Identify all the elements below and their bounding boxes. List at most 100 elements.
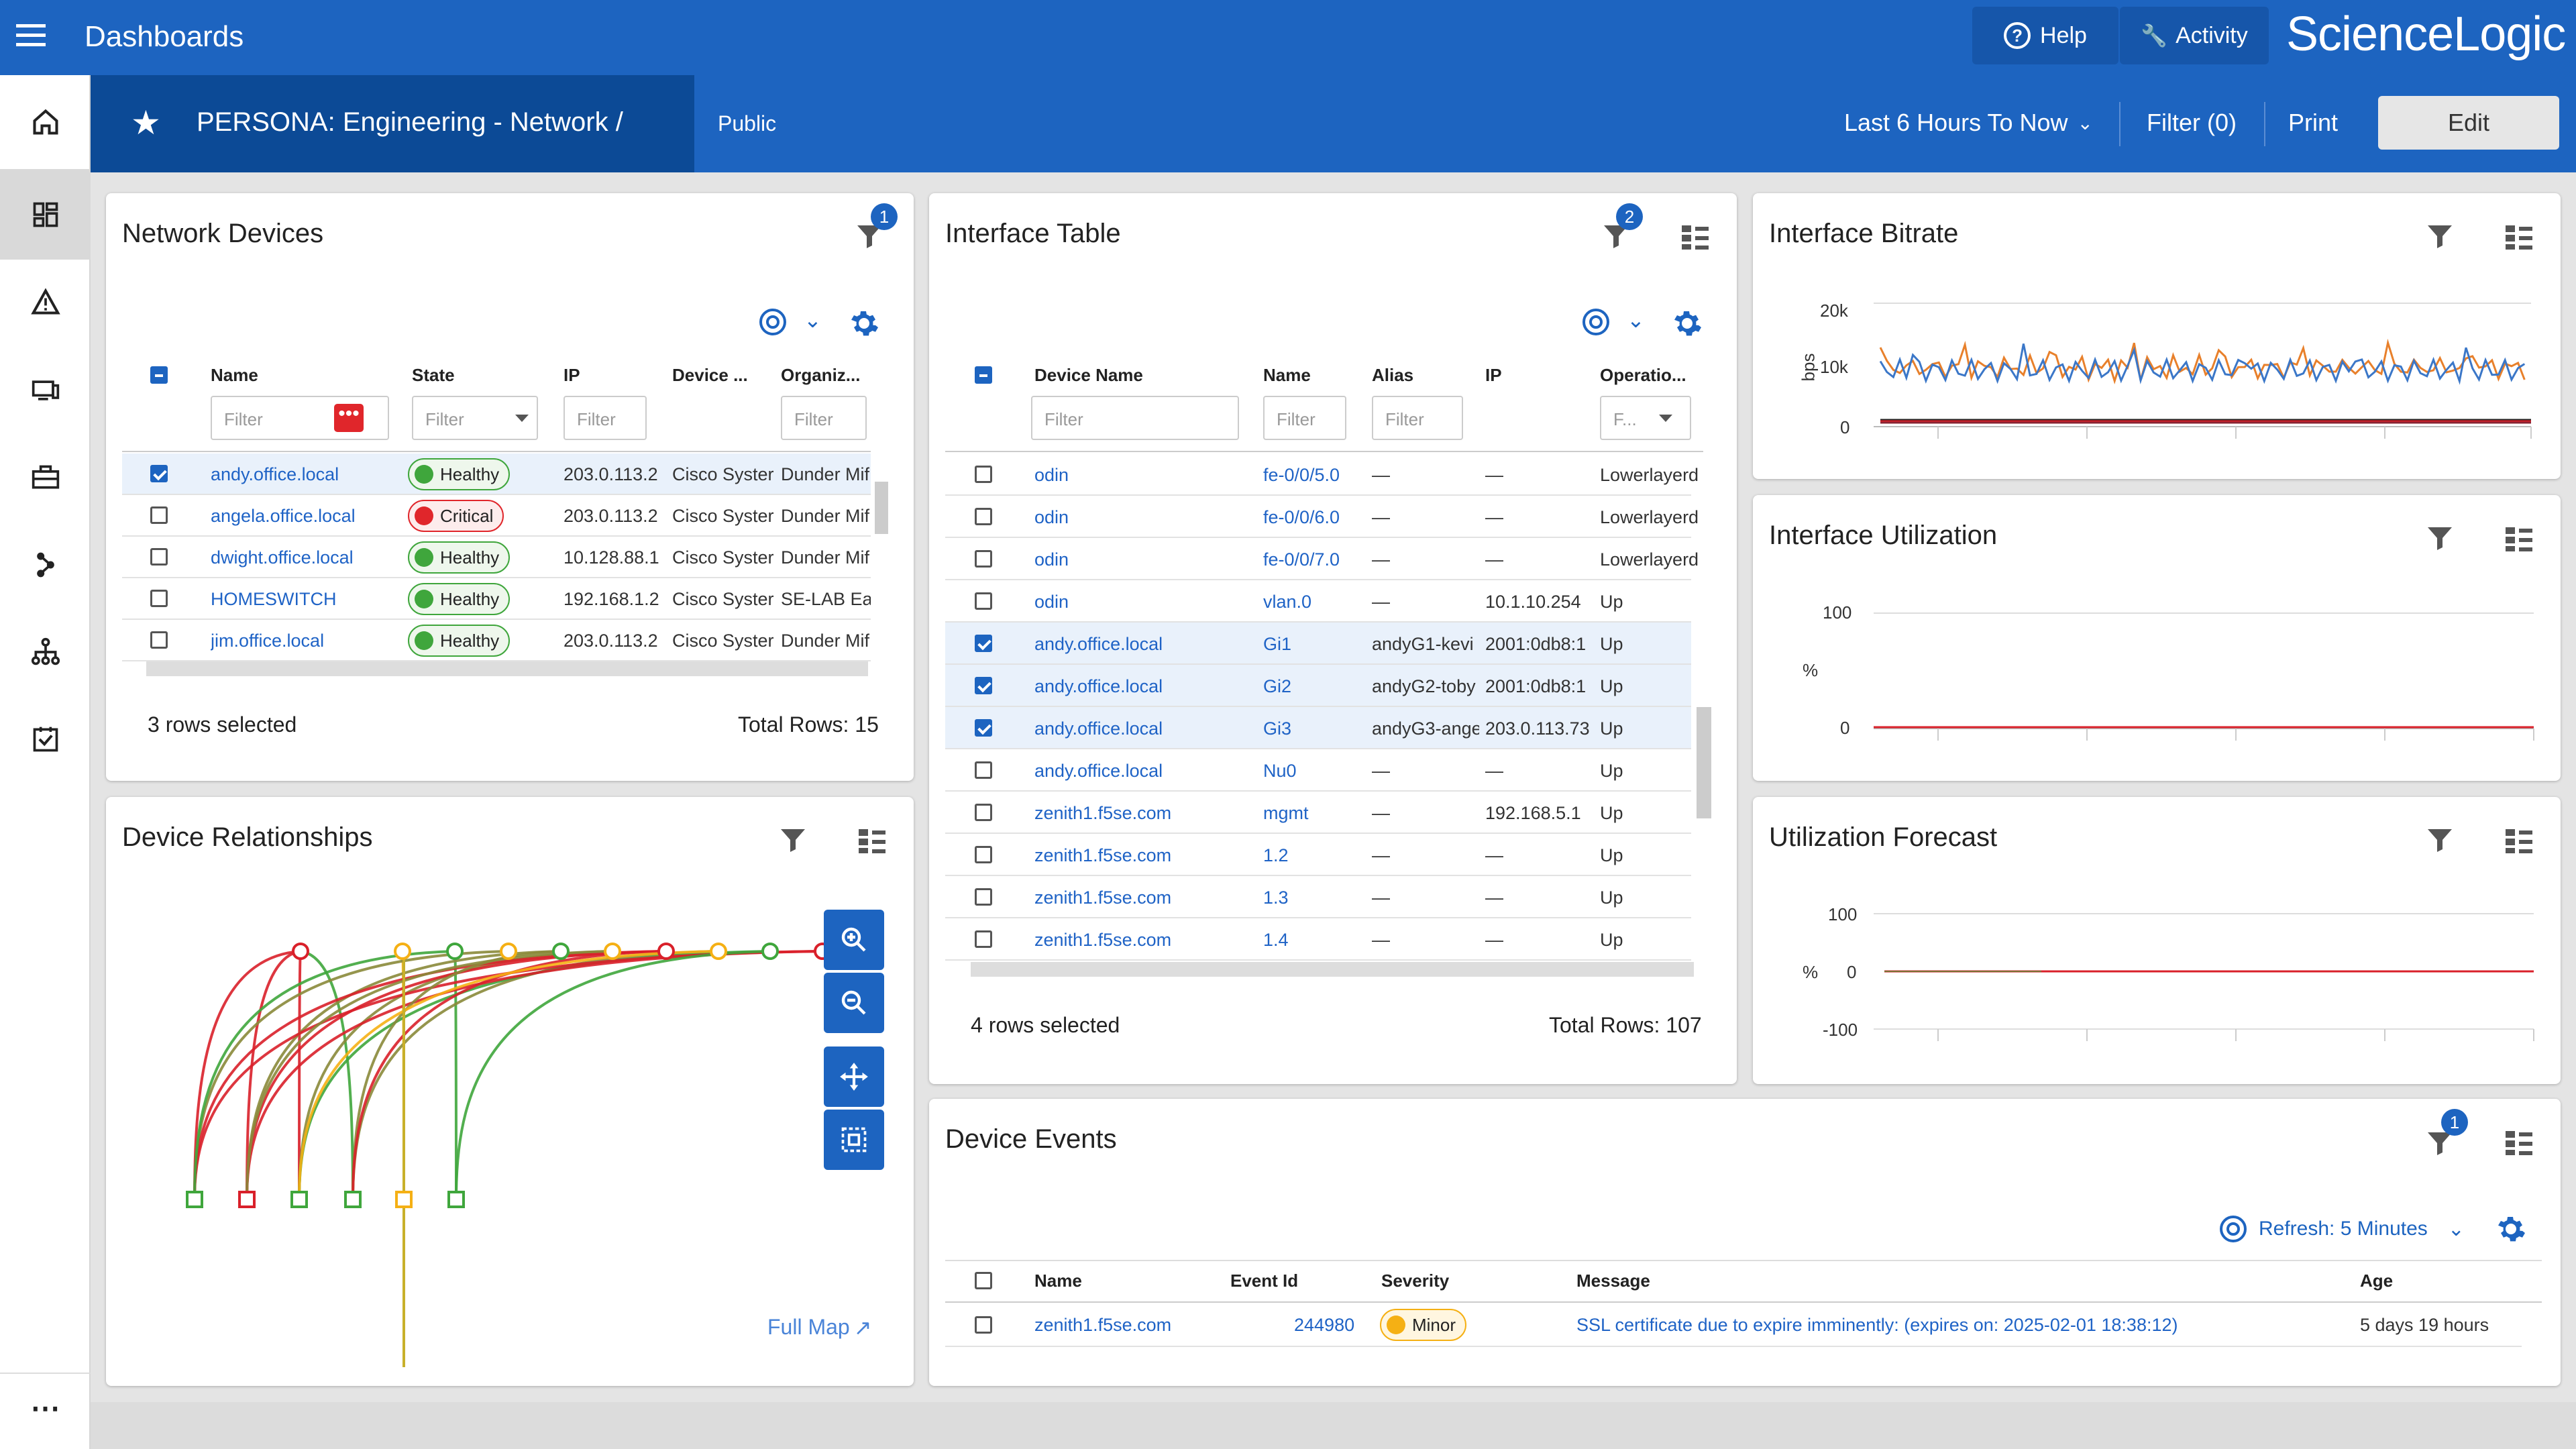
interface-device-name[interactable]: andy.office.local <box>1034 634 1163 654</box>
col-header-ip[interactable]: IP <box>1485 365 1502 385</box>
filter-icon[interactable] <box>2424 522 2456 554</box>
state-filter-select[interactable]: Filter <box>412 396 538 440</box>
vertical-scrollbar[interactable] <box>1697 707 1711 818</box>
table-row[interactable]: jim.office.local Healthy 203.0.113.2 Cisco … <box>122 620 871 661</box>
vertical-scrollbar[interactable] <box>875 482 888 534</box>
time-range-dropdown[interactable]: Last 6 Hours To Now ⌄ <box>1844 109 2093 137</box>
topology-node[interactable] <box>446 943 464 960</box>
topology-node[interactable] <box>186 1191 203 1208</box>
filter-icon[interactable] <box>2424 1127 2456 1159</box>
col-header-name[interactable]: Name <box>1034 1271 1082 1291</box>
table-row[interactable]: zenith1.f5se.com 244980 Minor SSL certif… <box>945 1303 2522 1347</box>
interface-device-name[interactable]: zenith1.f5se.com <box>1034 845 1172 865</box>
interface-device-name[interactable]: andy.office.local <box>1034 761 1163 781</box>
toolbox-icon[interactable] <box>20 452 70 502</box>
column-layout-icon[interactable] <box>2503 523 2535 555</box>
col-header-device-name[interactable]: Device Name <box>1034 365 1143 385</box>
table-row[interactable]: HOMESWITCH Healthy 192.168.1.2 Cisco Syster… <box>122 578 871 620</box>
col-header-ip[interactable]: IP <box>564 365 580 385</box>
name-filter-input[interactable]: Filter <box>1263 396 1346 440</box>
col-header-state[interactable]: State <box>412 365 455 385</box>
table-row[interactable]: andy.office.local Gi2 andyG2-toby 2001:0db8… <box>945 665 1691 707</box>
topology-icon[interactable] <box>20 539 70 590</box>
interface-device-name[interactable]: odin <box>1034 507 1069 527</box>
topology-node[interactable] <box>292 943 309 960</box>
devices-icon[interactable] <box>20 365 70 415</box>
interface-name[interactable]: vlan.0 <box>1263 592 1312 612</box>
star-icon[interactable]: ★ <box>131 104 161 142</box>
interface-device-name[interactable]: odin <box>1034 592 1069 612</box>
interface-device-name[interactable]: odin <box>1034 549 1069 570</box>
col-header-age[interactable]: Age <box>2360 1271 2394 1291</box>
event-message[interactable]: SSL certificate due to expire imminently… <box>1576 1315 2178 1335</box>
device-name[interactable]: HOMESWITCH <box>211 589 337 609</box>
table-row[interactable]: odin fe-0/0/7.0 — — Lowerlayerd <box>945 538 1698 580</box>
horizontal-scrollbar[interactable] <box>971 962 1694 977</box>
col-header-event-id[interactable]: Event Id <box>1230 1271 1299 1291</box>
topology-node[interactable] <box>710 943 727 960</box>
organization-filter-input[interactable]: Filter <box>781 396 867 440</box>
interface-name[interactable]: fe-0/0/6.0 <box>1263 507 1340 527</box>
device-name-filter-input[interactable]: Filter <box>1031 396 1239 440</box>
interface-name[interactable]: fe-0/0/7.0 <box>1263 549 1340 570</box>
alias-filter-input[interactable]: Filter <box>1372 396 1463 440</box>
alert-icon[interactable] <box>20 276 70 327</box>
table-row[interactable]: odin fe-0/0/5.0 — — Lowerlayerd <box>945 453 1698 496</box>
filter-options-icon[interactable]: ••• <box>334 404 364 432</box>
col-header-organization[interactable]: Organiz... <box>781 365 861 385</box>
row-checkbox[interactable] <box>975 635 992 652</box>
interface-device-name[interactable]: andy.office.local <box>1034 676 1163 696</box>
dashboards-icon[interactable] <box>20 189 70 239</box>
table-row[interactable]: zenith1.f5se.com 1.2 — — Up <box>945 834 1691 876</box>
interface-device-name[interactable]: odin <box>1034 465 1069 485</box>
row-checkbox[interactable] <box>150 590 168 607</box>
filter-icon[interactable] <box>2424 220 2456 252</box>
table-row[interactable]: andy.office.local Gi1 andyG1-kevi 2001:0db8… <box>945 623 1691 665</box>
gear-icon[interactable] <box>848 307 880 339</box>
topology-node[interactable] <box>500 943 517 960</box>
table-row[interactable]: zenith1.f5se.com 1.3 — — Up <box>945 876 1691 918</box>
interface-name[interactable]: mgmt <box>1263 803 1309 823</box>
org-chart-icon[interactable] <box>20 627 70 677</box>
row-checkbox[interactable] <box>975 930 992 948</box>
table-row[interactable]: zenith1.f5se.com mgmt — 192.168.5.1 Up <box>945 792 1691 834</box>
gear-icon[interactable] <box>1671 307 1703 339</box>
gear-icon[interactable] <box>2495 1213 2527 1245</box>
interface-device-name[interactable]: zenith1.f5se.com <box>1034 803 1172 823</box>
menu-icon[interactable] <box>16 24 46 48</box>
topology-node[interactable] <box>761 943 779 960</box>
interface-name[interactable]: 1.4 <box>1263 930 1289 950</box>
interface-name[interactable]: 1.2 <box>1263 845 1289 865</box>
interface-name[interactable]: Gi3 <box>1263 718 1292 739</box>
row-checkbox[interactable] <box>975 761 992 779</box>
interface-name[interactable]: 1.3 <box>1263 888 1289 908</box>
filter-icon[interactable] <box>2424 824 2456 856</box>
chevron-down-icon[interactable]: ⌄ <box>804 308 822 332</box>
event-device-name[interactable]: zenith1.f5se.com <box>1034 1315 1172 1335</box>
home-icon[interactable] <box>20 97 70 147</box>
col-header-name[interactable]: Name <box>1263 365 1311 385</box>
col-header-alias[interactable]: Alias <box>1372 365 1414 385</box>
row-checkbox[interactable] <box>150 506 168 524</box>
topology-node[interactable] <box>290 1191 308 1208</box>
refresh-icon[interactable] <box>1580 306 1612 338</box>
table-row[interactable]: andy.office.local Gi3 andyG3-ange 203.0.113… <box>945 707 1691 749</box>
col-header-message[interactable]: Message <box>1576 1271 1650 1291</box>
column-layout-icon[interactable] <box>1679 221 1711 254</box>
select-all-checkbox[interactable] <box>150 366 168 384</box>
topology-node[interactable] <box>238 1191 256 1208</box>
row-checkbox[interactable] <box>975 466 992 483</box>
more-icon[interactable]: ⋯ <box>30 1392 60 1425</box>
select-all-checkbox[interactable] <box>975 1272 992 1289</box>
table-row[interactable]: andy.office.local Nu0 — — Up <box>945 749 1691 792</box>
topology-node[interactable] <box>604 943 621 960</box>
column-layout-icon[interactable] <box>2503 1127 2535 1159</box>
zoom-in-button[interactable] <box>824 910 884 970</box>
interface-name[interactable]: Nu0 <box>1263 761 1297 781</box>
filter-icon[interactable] <box>1600 220 1632 252</box>
row-checkbox[interactable] <box>150 631 168 649</box>
col-header-operational[interactable]: Operatio... <box>1600 365 1686 385</box>
col-header-name[interactable]: Name <box>211 365 258 385</box>
device-name[interactable]: andy.office.local <box>211 464 339 484</box>
col-header-device[interactable]: Device ... <box>672 365 748 385</box>
